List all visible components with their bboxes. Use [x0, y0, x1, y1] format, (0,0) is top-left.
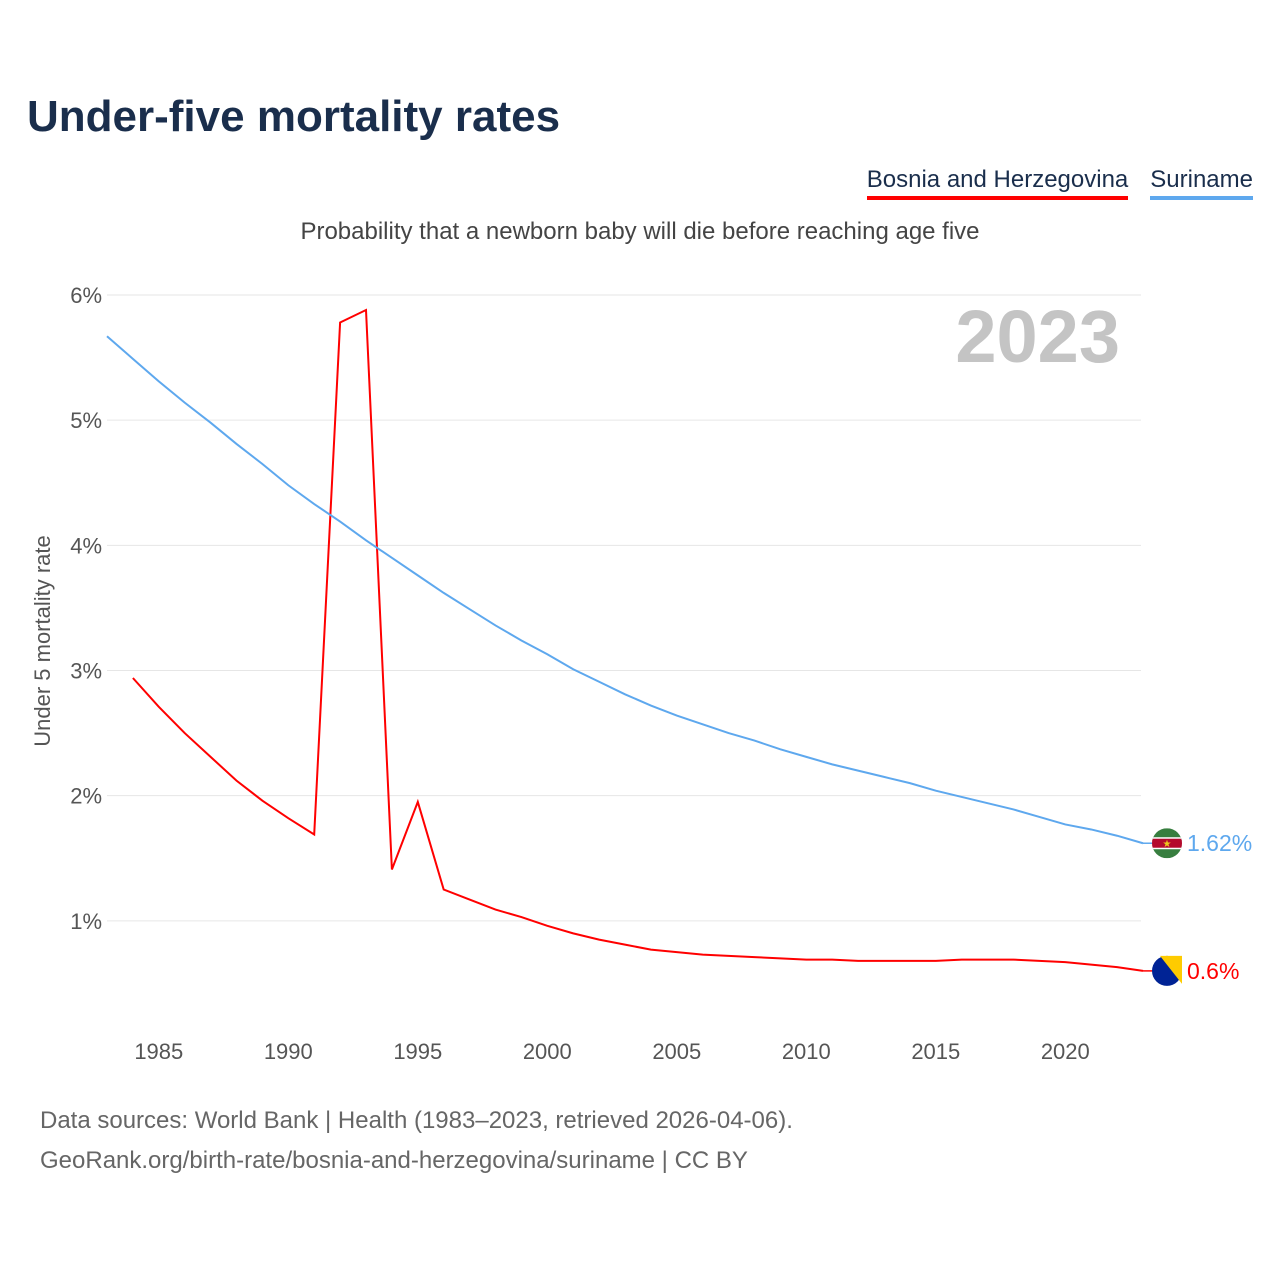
- x-tick-label: 1990: [264, 1039, 313, 1064]
- y-tick-label: 6%: [70, 283, 102, 308]
- y-tick-label: 1%: [70, 909, 102, 934]
- legend-item-suriname[interactable]: Suriname: [1150, 166, 1253, 200]
- legend-item-bosnia[interactable]: Bosnia and Herzegovina: [866, 166, 1129, 200]
- x-tick-label: 2000: [523, 1039, 572, 1064]
- series-line-bosnia: [132, 308, 1144, 972]
- x-tick-label: 1995: [393, 1039, 442, 1064]
- x-tick-label: 2020: [1041, 1039, 1090, 1064]
- legend: Bosnia and Herzegovina Suriname: [866, 166, 1253, 200]
- x-tick-label: 2005: [652, 1039, 701, 1064]
- y-tick-label: 3%: [70, 659, 102, 684]
- y-tick-label: 5%: [70, 408, 102, 433]
- series-line-suriname: [106, 335, 1144, 845]
- chart-subtitle: Probability that a newborn baby will die…: [300, 218, 980, 245]
- footer-link[interactable]: GeoRank.org/birth-rate/bosnia-and-herzeg…: [40, 1147, 748, 1174]
- end-value-label: 0.6%: [1187, 958, 1239, 984]
- y-tick-label: 4%: [70, 533, 102, 558]
- footer-sources: Data sources: World Bank | Health (1983–…: [40, 1107, 793, 1134]
- year-label: 2023: [955, 295, 1120, 378]
- flag-star: ★: [1163, 839, 1172, 850]
- chart-title: Under-five mortality rates: [27, 92, 561, 141]
- x-tick-label: 2015: [911, 1039, 960, 1064]
- end-value-label: 1.62%: [1187, 830, 1252, 856]
- flag-stripe: [1152, 838, 1182, 848]
- x-tick-label: 2010: [782, 1039, 831, 1064]
- y-tick-label: 2%: [70, 784, 102, 809]
- flag-triangle: [1160, 955, 1182, 984]
- x-tick-label: 1985: [134, 1039, 183, 1064]
- y-axis-label: Under 5 mortality rate: [30, 535, 55, 747]
